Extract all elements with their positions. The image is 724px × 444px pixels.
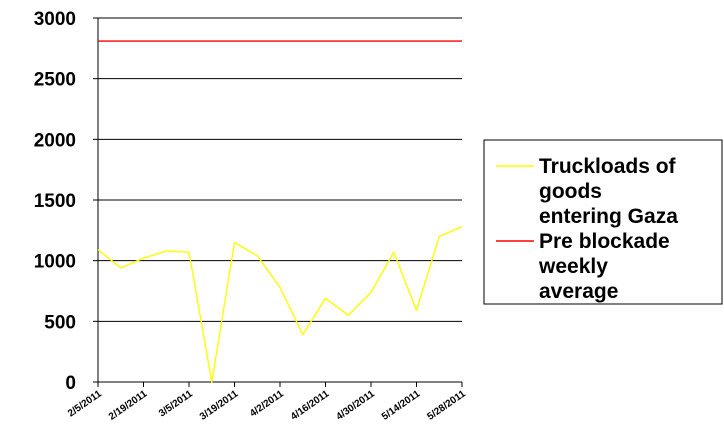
axes — [93, 17, 463, 387]
x-tick-label: 4/16/2011 — [289, 388, 332, 422]
legend-box — [483, 139, 723, 305]
legend-label: entering Gaza — [539, 205, 678, 228]
legend-label: Pre blockade — [539, 230, 670, 253]
y-tick-label: 1000 — [34, 252, 76, 273]
series-line-0 — [97, 226, 463, 383]
y-tick-label: 2500 — [34, 70, 76, 91]
y-tick-label: 1500 — [34, 191, 76, 212]
y-tick-label: 2000 — [34, 130, 76, 151]
gridlines — [98, 17, 462, 322]
y-tick-label: 0 — [65, 373, 76, 394]
x-tick-label: 5/28/2011 — [425, 388, 468, 422]
x-tick-label: 4/30/2011 — [334, 388, 377, 422]
series — [97, 40, 463, 383]
y-tick-label: 3000 — [34, 9, 76, 30]
y-tick-label: 500 — [44, 312, 76, 333]
legend-label: average — [539, 280, 618, 303]
x-tick-label: 5/14/2011 — [380, 388, 423, 422]
x-tick-label: 3/5/2011 — [157, 388, 195, 419]
x-tick-label: 3/19/2011 — [198, 388, 241, 422]
legend-label: Truckloads of — [539, 155, 677, 178]
x-tick-label: 2/19/2011 — [107, 388, 150, 422]
x-tick-label: 4/2/2011 — [248, 388, 286, 419]
legend-label: weekly — [538, 255, 608, 278]
legend-label: goods — [539, 180, 602, 203]
